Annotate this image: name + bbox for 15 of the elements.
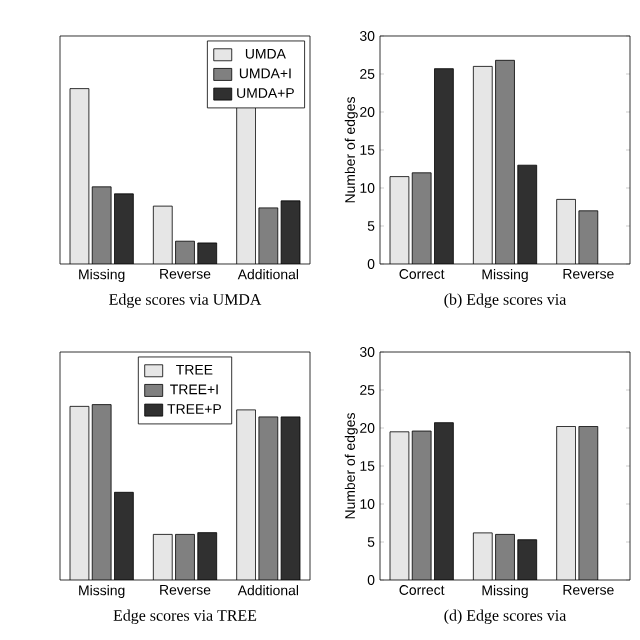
bar	[495, 59, 515, 264]
bar	[236, 409, 256, 580]
bar	[114, 491, 134, 580]
bar	[495, 534, 515, 580]
bar	[152, 205, 173, 264]
bar	[556, 426, 576, 580]
bar	[197, 532, 218, 580]
bar	[472, 65, 493, 264]
bar	[434, 422, 454, 580]
bar	[114, 193, 134, 264]
bar	[152, 534, 173, 580]
bar	[175, 534, 195, 580]
bar	[556, 199, 576, 264]
bar	[517, 539, 538, 580]
bar	[472, 532, 493, 580]
